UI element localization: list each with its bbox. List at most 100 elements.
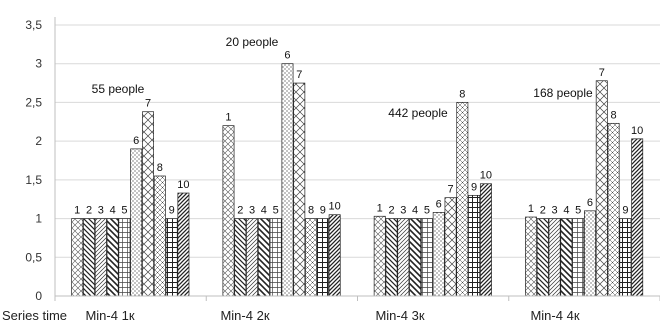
bar-3 xyxy=(548,218,561,297)
bar-1 xyxy=(525,216,537,297)
bar-label: 2 xyxy=(86,205,92,217)
bar-label: 10 xyxy=(177,179,189,191)
bar-label: 7 xyxy=(296,69,302,81)
y-tick-label: 3 xyxy=(35,57,42,71)
y-tick-label: 0,5 xyxy=(25,250,42,264)
bar-5 xyxy=(118,218,131,297)
bar-label: 5 xyxy=(575,205,581,217)
bar-label: 6 xyxy=(587,197,593,209)
group-annotation: 168 people xyxy=(533,86,593,100)
bar-7 xyxy=(444,197,457,297)
bar-label: 9 xyxy=(622,205,628,217)
y-tick-label: 0 xyxy=(35,289,42,303)
bar-10 xyxy=(479,183,492,297)
bar-label: 10 xyxy=(631,125,643,137)
group-annotation: 55 people xyxy=(92,82,145,96)
bar-9 xyxy=(165,218,178,297)
bar-label: 3 xyxy=(400,205,406,217)
bar-label: 9 xyxy=(320,205,326,217)
bar-label: 1 xyxy=(377,202,383,214)
bar-label: 3 xyxy=(98,205,104,217)
bar-label: 8 xyxy=(611,109,617,121)
y-tick-label: 3,5 xyxy=(25,18,42,32)
bar-label: 2 xyxy=(388,205,394,217)
bar-6 xyxy=(130,148,143,297)
bar-label: 1 xyxy=(528,203,534,215)
bar-10 xyxy=(631,138,644,297)
bar-4 xyxy=(257,218,270,297)
bar-6 xyxy=(584,210,596,297)
bar-7 xyxy=(142,111,154,297)
bar-label: 8 xyxy=(308,205,314,217)
bar-4 xyxy=(560,218,573,297)
group-annotation: 20 people xyxy=(226,35,279,49)
bar-label: 9 xyxy=(471,181,477,193)
bar-2 xyxy=(385,218,398,297)
y-tick-label: 1,5 xyxy=(25,173,42,187)
bar-8 xyxy=(607,122,620,297)
bar-8 xyxy=(153,175,166,297)
bar-2 xyxy=(536,218,549,297)
group-annotation: 442 people xyxy=(388,106,448,120)
annotations: 55 people 20 people 442 people 168 people xyxy=(92,35,593,120)
bar-10 xyxy=(328,214,341,297)
bar-label: 8 xyxy=(459,88,465,100)
x-axis-title: Series time xyxy=(2,308,67,323)
bar-7 xyxy=(595,80,608,297)
y-tick-label: 1 xyxy=(35,212,42,226)
bar-label: 7 xyxy=(599,67,605,79)
bar-5 xyxy=(572,218,585,297)
bar-9 xyxy=(619,218,632,297)
bar-1 xyxy=(222,125,235,297)
bar-3 xyxy=(246,218,259,297)
bar-label: 4 xyxy=(412,205,418,217)
bar-label: 6 xyxy=(436,198,442,210)
y-tick-label: 2,5 xyxy=(25,95,42,109)
x-category-label: Min-4 3к xyxy=(375,308,424,323)
bar-5 xyxy=(420,218,433,297)
bar-label: 6 xyxy=(133,135,139,147)
bar-label: 6 xyxy=(284,50,290,62)
bar-label: 10 xyxy=(480,170,492,182)
bar-8 xyxy=(305,218,318,297)
bar-label: 9 xyxy=(169,205,175,217)
axes: 0 0,5 1 1,5 2 2,5 3 3,5 Min-4 1к Min-4 2к Min-4 3к… xyxy=(25,17,660,323)
bar-label: 1 xyxy=(74,205,80,217)
y-tick-label: 2 xyxy=(35,134,42,148)
bar-8 xyxy=(456,102,469,297)
bar-label: 2 xyxy=(540,205,546,217)
bar-label: 4 xyxy=(261,205,267,217)
bar-2 xyxy=(83,218,95,297)
bar-3 xyxy=(94,218,107,297)
x-category-label: Min-4 4к xyxy=(530,308,579,323)
bar-label: 7 xyxy=(145,98,151,110)
bar-label: 8 xyxy=(157,162,163,174)
bar-1 xyxy=(71,218,84,297)
bar-label: 5 xyxy=(121,205,127,217)
bar-label: 3 xyxy=(249,205,255,217)
bar-3 xyxy=(397,218,410,297)
bar-label: 1 xyxy=(225,112,231,124)
bar-label: 3 xyxy=(552,205,558,217)
bar-4 xyxy=(106,218,119,297)
bars xyxy=(71,63,644,297)
x-category-label: Min-4 1к xyxy=(85,308,134,323)
bar-1 xyxy=(373,215,386,297)
bar-9 xyxy=(316,218,329,297)
bar-label: 4 xyxy=(110,205,116,217)
x-category-label: Min-4 2к xyxy=(220,308,269,323)
bar-label: 2 xyxy=(237,205,243,217)
bar-6 xyxy=(281,63,294,297)
bar-5 xyxy=(269,218,282,297)
bar-label: 4 xyxy=(563,205,569,217)
bar-10 xyxy=(177,192,190,297)
bar-6 xyxy=(432,212,445,297)
bar-4 xyxy=(409,218,422,297)
bar-7 xyxy=(293,82,306,297)
bar-label: 5 xyxy=(424,205,430,217)
bar-label: 10 xyxy=(329,201,341,213)
bar-label: 7 xyxy=(447,184,453,196)
bar-label: 5 xyxy=(273,205,279,217)
